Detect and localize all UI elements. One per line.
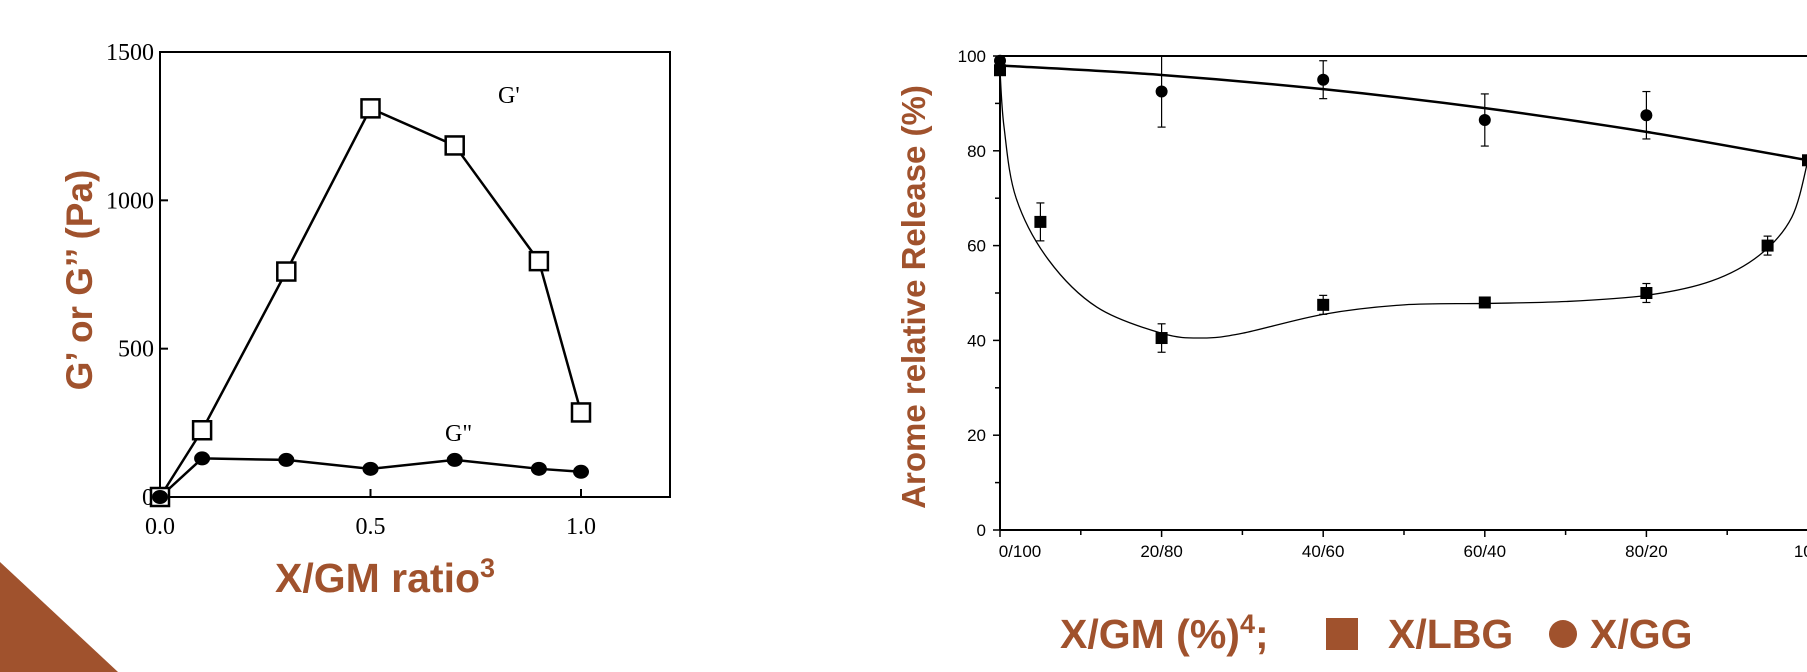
right-x-tick-label: 0/100 [999,542,1042,561]
left-gdouble-marker [362,461,379,476]
left-gdouble-marker [573,464,589,479]
left-series-label-gdouble: G" [445,421,472,447]
right-xgg-marker [1317,73,1330,86]
left-gprime-marker [360,98,381,119]
right-xlbg-marker [1640,287,1653,299]
corner-triangle-decoration [0,562,118,672]
left-gdouble-marker [278,452,295,467]
right-y-ticks: 0 20 40 60 80 100 [958,47,1000,540]
right-xgg-marker [1640,109,1653,122]
left-y-axis-label: G’ or G’’ (Pa) [59,170,100,391]
left-gdouble-marker [446,452,463,467]
right-y-axis-label: Arome relative Release (%) [895,85,932,509]
legend-square-icon [1326,618,1358,650]
right-y-tick-label: 80 [967,142,986,161]
right-fit-curve-xgg [999,64,1807,162]
right-xlbg-marker [1034,215,1047,228]
right-y-tick-label: 60 [967,237,986,256]
left-x-axis-label: X/GM ratio3 [275,553,495,601]
right-x-tick-label: 100 [1794,542,1807,561]
left-x-ticks: 0.0 0.5 1.0 [145,489,596,540]
left-gprime-marker [570,402,592,423]
right-xlbg-marker [994,64,1006,77]
right-y-tick-label: 40 [967,331,986,350]
legend-label-xgg: X/GG [1590,611,1693,657]
left-gdouble-marker [194,451,211,466]
left-gprime-marker [276,261,297,282]
right-xlbg-marker [1155,332,1168,345]
left-gdouble-marker [152,490,168,504]
right-x-label-legend: X/GM (%)4; X/LBG X/GG [1060,609,1693,657]
left-series-lines [158,106,583,498]
left-x-tick-label: 0.5 [356,514,386,540]
right-xgg-marker [1802,154,1807,167]
right-xgg-marker [1155,85,1168,98]
right-x-tick-label: 80/20 [1625,542,1668,561]
right-y-tick-label: 20 [967,426,986,445]
left-plot-frame [159,51,671,498]
left-x-tick-label: 1.0 [566,514,596,540]
left-y-tick-label: 1500 [106,40,154,66]
left-y-tick-label: 500 [118,337,154,363]
left-gprime-marker [191,420,213,441]
right-x-axis-label-suffix: ; [1255,611,1269,657]
chart-right: 0/100 20/80 40/60 60/40 80/20 100 0 20 40 60 80 10… [895,47,1807,657]
right-xlbg-marker [1761,239,1774,252]
left-gdouble-marker [530,461,547,476]
right-y-tick-label: 0 [977,521,986,540]
right-data-markers [994,54,1807,345]
left-x-tick-label: 0.0 [145,514,175,540]
right-y-tick-label: 100 [958,47,986,66]
right-xgg-marker [1478,113,1491,126]
right-x-ticks: 0/100 20/80 40/60 60/40 80/20 100 [999,530,1807,561]
right-xlbg-marker [1317,298,1330,311]
left-series-markers [149,98,592,508]
right-fit-curves [999,64,1807,339]
right-xgg-marker [994,54,1006,67]
legend-label-xlbg: X/LBG [1388,611,1513,657]
left-gprime-marker [444,135,465,156]
right-x-tick-label: 20/80 [1140,542,1183,561]
right-x-tick-label: 40/60 [1302,542,1345,561]
right-x-axis-label-superscript: 4 [1240,609,1255,639]
right-x-axis-label: X/GM (%)4; [1060,609,1269,657]
left-x-axis-label-superscript: 3 [480,553,495,583]
right-x-tick-label: 60/40 [1464,542,1507,561]
right-xlbg-marker [1478,296,1491,309]
left-gprime-marker [528,250,550,272]
legend-circle-icon [1549,620,1577,648]
left-series-label-gprime: G' [498,83,520,109]
right-x-axis-label-text: X/GM (%) [1060,611,1240,657]
right-error-bars [1036,55,1772,353]
left-x-axis-label-text: X/GM ratio [275,555,480,601]
right-fit-curve-xlbg [999,70,1807,339]
left-series-line-gprime [158,106,583,498]
left-y-tick-label: 1000 [106,188,154,214]
